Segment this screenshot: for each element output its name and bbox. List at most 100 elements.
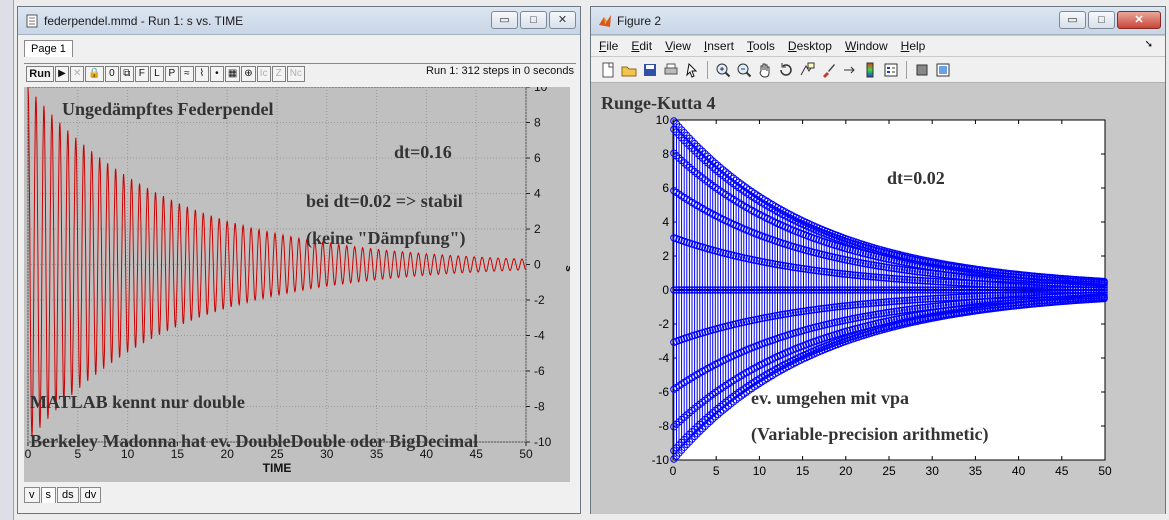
x-tick-label: 25	[270, 447, 284, 461]
y-tick-label: -10	[652, 453, 670, 467]
menu-help[interactable]: Help	[900, 39, 926, 53]
menu-view[interactable]: View	[665, 39, 691, 53]
menu-desktop[interactable]: Desktop	[787, 39, 832, 53]
x-tick-label: 40	[420, 447, 434, 461]
y-tick-label: -2	[534, 293, 545, 307]
close-button[interactable]: ✕	[1117, 11, 1161, 29]
minimize-button[interactable]: ▭	[491, 11, 518, 29]
toolbar-separator	[906, 60, 907, 79]
x-tick-label: 50	[1098, 464, 1112, 478]
y-tick-label: 2	[662, 249, 669, 263]
variable-tabs: v s ds dv	[24, 487, 102, 503]
x-tick-label: 20	[221, 447, 235, 461]
figure-menubar: File Edit View Insert Tools Desktop Window Help	[591, 36, 1165, 56]
y-tick-label: -2	[658, 317, 669, 331]
x-tick-label: 35	[370, 447, 384, 461]
menu-tools[interactable]: Tools	[746, 39, 775, 53]
overlay-title: Ungedämpftes Federpendel	[62, 99, 273, 119]
menu-window[interactable]: Window	[844, 39, 888, 53]
figure-window-title: Figure 2	[617, 14, 662, 28]
overlay-dt: dt=0.02	[887, 168, 945, 188]
new-file-icon[interactable]	[599, 61, 617, 79]
toolbar-button[interactable]: ⊕	[241, 65, 256, 82]
document-icon	[26, 14, 38, 28]
toolbar-button[interactable]: ≈	[179, 65, 194, 82]
show-plot-tools-icon[interactable]	[934, 61, 952, 79]
x-tick-label: 5	[74, 447, 81, 461]
link-plot-icon[interactable]	[840, 61, 858, 79]
menu-insert[interactable]: Insert	[703, 39, 734, 53]
x-tick-label: 10	[121, 447, 135, 461]
x-tick-label: 0	[670, 464, 677, 478]
madonna-graph[interactable]: 0 5 10 15 20 25 30 35 40 45 50-10 -8 -6 -4 -2 0 2 4 6 8 10 TI…	[24, 87, 570, 482]
madonna-window: federpendel.mmd - Run 1: s vs. TIME ▭ □ …	[17, 6, 581, 514]
x-tick-label: 50	[519, 447, 533, 461]
y-tick-label: -6	[534, 364, 545, 378]
toolbar-button[interactable]: F	[134, 65, 149, 82]
toolbar-button[interactable]: ▶	[55, 65, 69, 82]
y-tick-label: 4	[662, 215, 669, 229]
toolbar-button[interactable]: ⌇	[194, 65, 209, 82]
maximize-button[interactable]: □	[520, 11, 547, 29]
data-cursor-icon[interactable]	[798, 61, 816, 79]
y-tick-label: 6	[534, 151, 541, 165]
open-folder-icon[interactable]	[620, 61, 638, 79]
toolbar-button[interactable]: 0	[104, 65, 119, 82]
x-tick-label: 0	[25, 447, 32, 461]
zoom-in-icon[interactable]	[714, 61, 732, 79]
print-icon[interactable]	[662, 61, 680, 79]
legend-icon[interactable]	[882, 61, 900, 79]
hide-plot-tools-icon[interactable]	[913, 61, 931, 79]
overlay-stable: bei dt=0.02 => stabil	[306, 191, 463, 211]
x-tick-label: 35	[969, 464, 983, 478]
overlay-vpa-full: (Variable-precision arithmetic)	[751, 424, 988, 445]
save-icon[interactable]	[641, 61, 659, 79]
page-tab[interactable]: Page 1	[24, 40, 73, 57]
menu-edit[interactable]: Edit	[631, 39, 653, 53]
menu-file[interactable]: File	[599, 39, 619, 53]
toolbar-separator	[707, 60, 708, 79]
run-info: Run 1: 312 steps in 0 seconds	[426, 65, 574, 77]
figure-graph[interactable]: 0 5 10 15 20 25 30 35 40 45 50-10-8-6-4-20246810Ru…	[591, 84, 1165, 514]
overlay-berkeley: Berkeley Madonna hat ev. DoubleDouble od…	[30, 431, 478, 451]
overlay-no-damping: (keine "Dämpfung")	[306, 228, 466, 249]
colorbar-icon[interactable]	[861, 61, 879, 79]
matlab-figure-window: Figure 2 ▭ □ ✕ File Edit View Insert Tools De…	[590, 6, 1166, 514]
x-tick-label: 40	[1012, 464, 1026, 478]
x-tick-label: 30	[926, 464, 940, 478]
x-tick-label: 5	[713, 464, 720, 478]
x-tick-label: 45	[470, 447, 484, 461]
y-tick-label: 10	[534, 87, 548, 94]
toolbar-button[interactable]: 🔒	[85, 65, 104, 82]
toolbar-button[interactable]: ▦	[224, 65, 241, 82]
toolbar-button[interactable]: P	[164, 65, 179, 82]
y-tick-label: 0	[662, 283, 669, 297]
variable-tab-v[interactable]: v	[24, 487, 40, 503]
variable-tab-s[interactable]: s	[40, 487, 56, 503]
toolbar-button[interactable]: Nc	[286, 65, 305, 82]
zoom-out-icon[interactable]	[735, 61, 753, 79]
toolbar-button[interactable]: ✕	[70, 65, 85, 82]
y-axis-label: s	[563, 265, 570, 272]
minimize-button[interactable]: ▭	[1059, 11, 1086, 29]
menu-overflow-icon[interactable]: ➘	[1144, 39, 1153, 50]
pan-hand-icon[interactable]	[756, 61, 774, 79]
variable-tab-dv[interactable]: dv	[79, 487, 102, 503]
toolbar-button[interactable]: •	[209, 65, 224, 82]
y-tick-label: -4	[658, 351, 669, 365]
toolbar-button[interactable]: ⧉	[119, 65, 134, 82]
figure-titlebar[interactable]: Figure 2 ▭ □ ✕	[591, 7, 1165, 35]
maximize-button[interactable]: □	[1088, 11, 1115, 29]
y-tick-label: -10	[534, 435, 552, 449]
rotate-3d-icon[interactable]	[777, 61, 795, 79]
toolbar-button[interactable]: L	[149, 65, 164, 82]
x-tick-label: 15	[796, 464, 810, 478]
toolbar-button[interactable]: Z	[271, 65, 286, 82]
toolbar-button[interactable]: Ic	[256, 65, 271, 82]
run-button[interactable]: Run	[26, 65, 54, 82]
brush-icon[interactable]	[819, 61, 837, 79]
pointer-icon[interactable]	[683, 61, 701, 79]
close-button[interactable]: ✕	[549, 11, 576, 29]
madonna-titlebar[interactable]: federpendel.mmd - Run 1: s vs. TIME ▭ □ …	[18, 7, 580, 35]
variable-tab-ds[interactable]: ds	[57, 487, 79, 503]
